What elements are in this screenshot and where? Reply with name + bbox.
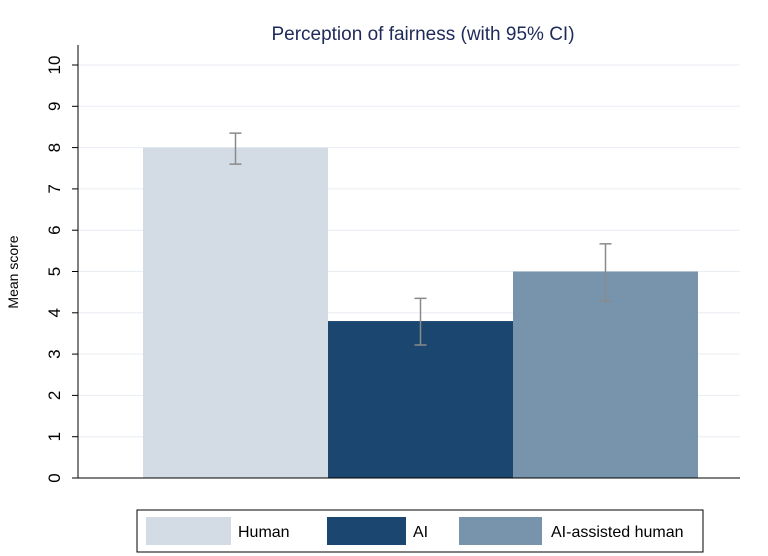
bars bbox=[143, 147, 698, 478]
error-bars bbox=[229, 132, 612, 346]
y-tick-label: 0 bbox=[45, 473, 64, 482]
y-tick-label: 7 bbox=[45, 184, 64, 193]
legend: Human AI AI-assisted human bbox=[136, 509, 704, 553]
y-axis: 0 1 2 3 4 5 6 7 8 9 10 bbox=[45, 45, 79, 483]
bar-ai-assisted-human bbox=[513, 271, 698, 478]
y-tick-label: 1 bbox=[45, 432, 64, 441]
legend-swatch bbox=[327, 517, 406, 545]
y-tick-label: 8 bbox=[45, 143, 64, 152]
legend-label: AI bbox=[413, 524, 428, 541]
legend-frame bbox=[136, 509, 704, 553]
y-tick-label: 3 bbox=[45, 349, 64, 358]
error-bar bbox=[414, 297, 427, 346]
legend-swatch bbox=[146, 517, 231, 545]
y-tick-label: 9 bbox=[45, 102, 64, 111]
bar-ai bbox=[328, 321, 513, 478]
y-tick-label: 5 bbox=[45, 267, 64, 276]
y-tick-label: 10 bbox=[45, 56, 64, 75]
y-axis-label: Mean score bbox=[5, 235, 21, 308]
legend-swatch bbox=[459, 517, 542, 545]
error-bar bbox=[229, 132, 242, 165]
legend-label: Human bbox=[238, 524, 290, 541]
error-bar bbox=[599, 243, 612, 302]
chart-title: Perception of fairness (with 95% CI) bbox=[271, 24, 574, 45]
bar-human bbox=[143, 147, 328, 478]
legend-label: AI-assisted human bbox=[551, 524, 684, 541]
y-tick-label: 6 bbox=[45, 225, 64, 234]
y-tick-label: 2 bbox=[45, 391, 64, 400]
y-tick-label: 4 bbox=[45, 308, 64, 317]
